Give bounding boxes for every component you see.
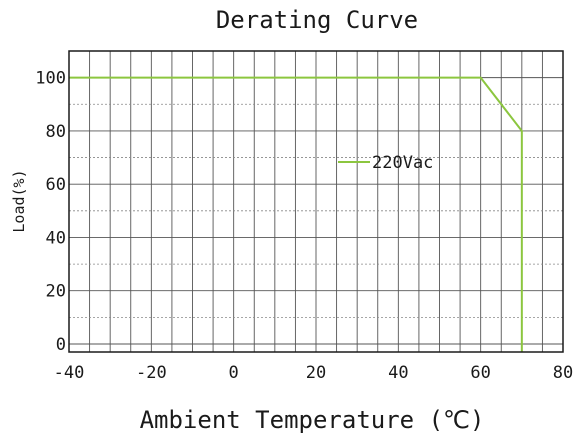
y-tick-label: 80 <box>46 122 66 142</box>
y-tick-label: 20 <box>46 282 66 302</box>
series-line <box>69 76 523 352</box>
x-tick-label: 0 <box>229 363 239 383</box>
plot-frame <box>68 50 564 353</box>
y-tick-label: 40 <box>46 228 66 248</box>
y-tick-label: 100 <box>35 69 66 89</box>
x-tick-label: 80 <box>553 363 573 383</box>
grid <box>69 51 563 352</box>
y-tick-label: 0 <box>56 335 66 355</box>
x-tick-label: 60 <box>470 363 490 383</box>
x-tick-label: 40 <box>388 363 408 383</box>
x-tick-label: 20 <box>306 363 326 383</box>
y-tick-label: 60 <box>46 175 66 195</box>
y-axis-label: Load(%) <box>10 169 28 232</box>
legend-label: 220Vac <box>372 153 433 173</box>
x-tick-label: -20 <box>136 363 167 383</box>
x-tick-label: -40 <box>54 363 85 383</box>
tick-labels: -40 -20 0 20 40 60 80 0 20 40 60 80 100 <box>35 69 573 383</box>
chart-title: Derating Curve <box>216 6 418 34</box>
x-axis-label: Ambient Temperature (℃) <box>140 406 485 434</box>
legend: 220Vac <box>338 153 433 173</box>
series-layer <box>69 76 523 352</box>
